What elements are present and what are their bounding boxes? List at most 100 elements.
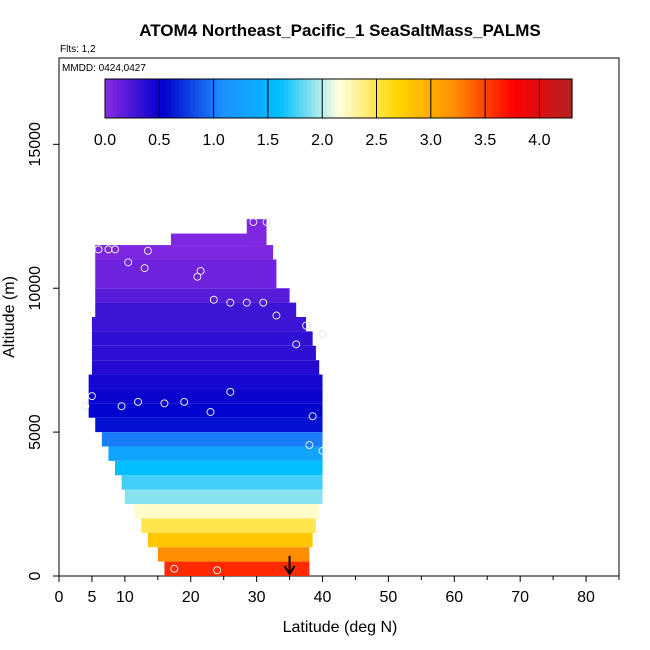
- colorbar-segment: [147, 79, 153, 118]
- heatmap-cell: [91, 360, 320, 375]
- colorbar-segment: [447, 79, 452, 118]
- colorbar-segment: [342, 79, 347, 118]
- observation-point: [209, 295, 218, 304]
- colorbar-segment: [276, 79, 281, 118]
- colorbar-segment: [439, 79, 445, 118]
- observation-point: [305, 441, 314, 450]
- colorbar-segment: [295, 79, 301, 118]
- colorbar-segment: [513, 79, 519, 118]
- colorbar-segment: [389, 79, 394, 118]
- colorbar-segment: [163, 79, 168, 118]
- heatmap-cell: [164, 561, 310, 576]
- colorbar-segment: [248, 79, 254, 118]
- colorbar-segment: [330, 79, 336, 118]
- colorbar-segment: [256, 79, 262, 118]
- colorbar-segment: [260, 79, 266, 118]
- colorbar-segment: [178, 79, 184, 118]
- colorbar-segment: [459, 79, 464, 118]
- heatmap-cell: [95, 245, 274, 260]
- x-tick-label: 5: [87, 589, 96, 606]
- colorbar-segment: [245, 79, 250, 118]
- observation-point: [272, 311, 281, 320]
- plot-frame: [58, 57, 620, 577]
- colorbar-segment: [377, 79, 382, 118]
- colorbar-segment: [217, 79, 223, 118]
- observation-point: [111, 245, 119, 254]
- x-tick-label: 30: [248, 589, 266, 606]
- heatmap-cell: [115, 460, 323, 476]
- colorbar-segment: [112, 79, 118, 118]
- colorbar-segment: [190, 79, 196, 118]
- colorbar-frame: [104, 78, 573, 119]
- colorbar-segment: [470, 79, 476, 118]
- colorbar-segment: [498, 79, 503, 118]
- colorbar-segment: [428, 79, 433, 118]
- observation-layer: [81, 218, 327, 575]
- colorbar-segment: [385, 79, 390, 118]
- colorbar-segment: [167, 79, 172, 118]
- x-axis-title: Latitude (deg N): [283, 619, 398, 636]
- colorbar-segment: [564, 79, 569, 118]
- heatmap-cell: [91, 345, 316, 361]
- colorbar-segment: [517, 79, 523, 118]
- colorbar-segment: [206, 79, 211, 118]
- dates-label: MMDD: 0424,0427: [62, 63, 146, 74]
- colorbar-segment: [354, 79, 359, 118]
- heatmap-cell: [95, 288, 290, 303]
- colorbar-segment: [509, 79, 515, 118]
- x-tick-label: 10: [116, 589, 134, 606]
- colorbar-segment: [455, 79, 460, 118]
- observation-point: [308, 412, 317, 421]
- colorbar-segment: [404, 79, 410, 118]
- colorbar-segment: [533, 79, 538, 118]
- y-axis-title: Altitude (m): [1, 276, 18, 358]
- colorbar-segment: [159, 79, 164, 118]
- colorbar-segment: [105, 79, 110, 118]
- observation-point: [213, 566, 222, 575]
- colorbar-segment: [198, 79, 203, 118]
- colorbar-segment: [280, 79, 285, 118]
- heatmap-layer: [88, 219, 323, 576]
- colorbar-segment: [322, 79, 328, 118]
- heatmap-cell: [95, 417, 323, 433]
- observation-point: [81, 402, 90, 411]
- colorbar-tick-label: 1.0: [202, 132, 224, 149]
- colorbar-segment: [548, 79, 554, 118]
- observation-point: [87, 392, 96, 401]
- colorbar-segment: [311, 79, 316, 118]
- y-tick-label: 15000: [27, 122, 44, 167]
- colorbar-segment: [221, 79, 227, 118]
- colorbar-segment: [451, 79, 456, 118]
- observation-point: [242, 298, 251, 307]
- colorbar-segment: [435, 79, 441, 118]
- colorbar-segment: [486, 79, 491, 118]
- observation-point: [262, 218, 271, 227]
- x-tick-label: 60: [445, 589, 463, 606]
- colorbar-segment: [233, 79, 238, 118]
- x-axis: 0 5 10 20 30 40 50 60 70 80: [55, 576, 620, 606]
- colorbar-segment: [303, 79, 308, 118]
- colorbar-segment: [420, 79, 425, 118]
- colorbar-segment: [186, 79, 192, 118]
- colorbar-segment: [229, 79, 235, 118]
- x-tick-label: 70: [511, 589, 529, 606]
- colorbar-segment: [202, 79, 207, 118]
- y-tick-label: 5000: [27, 414, 44, 450]
- colorbar-tick-label: 1.5: [257, 132, 279, 149]
- y-tick-label: 10000: [27, 266, 44, 311]
- colorbar-segment: [132, 79, 137, 118]
- heatmap-cell: [91, 331, 313, 346]
- colorbar-segment: [525, 79, 530, 118]
- colorbar-segment: [501, 79, 507, 118]
- colorbar-segment: [291, 79, 297, 118]
- colorbar-segment: [108, 79, 114, 118]
- x-tick-label: 80: [577, 589, 595, 606]
- observation-point: [226, 298, 235, 307]
- colorbar-segment: [424, 79, 429, 118]
- colorbar-segment: [287, 79, 293, 118]
- chart-title: ATOM4 Northeast_Pacific_1 SeaSaltMass_PA…: [139, 21, 541, 40]
- x-tick-label: 0: [55, 589, 64, 606]
- colorbar-segment: [140, 79, 145, 118]
- heatmap-cell: [147, 532, 313, 548]
- colorbar-segment: [175, 79, 180, 118]
